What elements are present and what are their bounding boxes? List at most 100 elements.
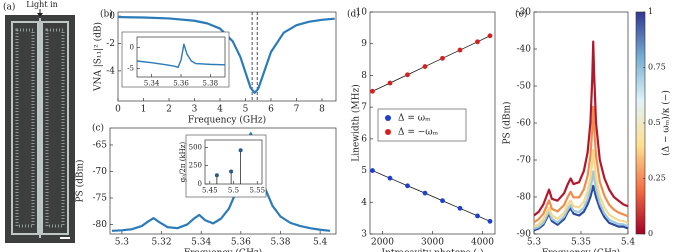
data-line	[136, 43, 226, 69]
x-tick-label: 3000	[421, 238, 444, 248]
plot-frame	[117, 11, 337, 102]
data-line	[111, 132, 331, 232]
y-tick-label: 5	[361, 166, 367, 176]
y-tick-label: 500	[189, 143, 202, 151]
x-tick-label: 5.38	[270, 238, 290, 248]
data-point	[370, 88, 375, 94]
y-tick-label: -75	[93, 193, 108, 203]
panel-label: (a)	[3, 2, 15, 13]
y-tick-label: 10	[356, 8, 368, 18]
x-tick-label: 5.5	[228, 186, 239, 194]
data-point	[422, 190, 428, 196]
x-tick-label: 3	[192, 105, 198, 115]
data-point	[457, 205, 463, 211]
x-tick-label: 5.55	[249, 186, 265, 194]
legend-marker	[385, 115, 391, 121]
data-point	[487, 33, 493, 39]
y-tick-label: -50	[517, 82, 532, 92]
y-axis-label: VNA |S₁₁|² (dB)	[93, 22, 104, 92]
x-tick-label: 5.34	[191, 238, 211, 248]
x-tick-label: 5.34	[144, 79, 160, 87]
data-point	[387, 175, 393, 181]
stem-head	[229, 169, 234, 174]
x-tick-label: 6	[268, 105, 274, 115]
panel-label: (e)	[515, 9, 527, 20]
data-line	[533, 40, 629, 217]
x-tick-label: 7	[294, 105, 300, 115]
x-axis-label: Intracavity photons (-)	[382, 247, 484, 252]
x-tick-label: 5.35	[571, 238, 591, 248]
x-tick-label: 8	[319, 105, 325, 115]
data-line	[117, 15, 335, 94]
colorbar-tick-label: 0.75	[648, 63, 666, 72]
y-tick-label: 7	[361, 103, 367, 113]
x-tick-label: 5.4	[621, 238, 636, 248]
colorbar-tick-label: 1	[648, 7, 653, 16]
y-tick-label: 0	[198, 180, 202, 188]
inset-background	[185, 134, 267, 198]
arrow-head	[37, 13, 43, 17]
comb-fingers-left	[15, 28, 35, 228]
y-axis-label: PS (dBm)	[75, 159, 86, 202]
comb-right	[41, 21, 69, 235]
light-in-label: Light in	[26, 0, 58, 9]
device-image: (a) Light in	[3, 0, 75, 243]
y-tick-label: -4	[106, 66, 115, 76]
legend-label: Δ = −ωₘ	[398, 128, 439, 138]
y-tick-label: -70	[517, 156, 532, 166]
data-point	[440, 198, 445, 204]
panel-label: (b)	[100, 9, 113, 20]
y-tick-label: -40	[517, 45, 532, 55]
y-tick-label: -2	[106, 39, 115, 49]
y-tick-label: 250	[189, 162, 202, 170]
stem-head	[238, 148, 243, 153]
x-tick-label: 5	[243, 105, 249, 115]
panel-label: (d)	[347, 9, 360, 20]
y-tick-label: 6	[361, 134, 367, 144]
data-point	[370, 168, 375, 173]
x-tick-label: 5.32	[152, 238, 172, 248]
x-tick-label: 5.3	[527, 238, 542, 248]
x-tick-label: 5.36	[231, 238, 251, 248]
fit-line	[372, 35, 491, 92]
fit-line	[372, 170, 491, 222]
data-point	[422, 64, 428, 69]
x-tick-label: 1	[141, 105, 147, 115]
legend-marker	[385, 129, 391, 135]
legend-label: Δ = ωₘ	[398, 114, 431, 124]
data-point	[387, 80, 393, 86]
y-tick-label: -30	[517, 8, 532, 18]
data-point	[475, 213, 480, 219]
data-point	[405, 72, 410, 78]
y-tick-label: 0	[130, 44, 134, 52]
x-tick-label: 5.36	[173, 79, 189, 87]
y-tick-label: -60	[517, 119, 532, 129]
y-tick-label: 3	[361, 230, 367, 240]
x-tick-label: 5.4	[313, 238, 328, 248]
data-line	[533, 170, 629, 230]
data-point	[475, 39, 480, 45]
x-axis-label: Frequency (GHz)	[188, 114, 266, 125]
comb-left	[11, 21, 39, 235]
x-tick-label: 2	[166, 105, 172, 115]
y-tick-label: -80	[517, 193, 532, 203]
x-tick-label: 5.45	[202, 186, 218, 194]
x-axis-label: Frequency (GHz)	[542, 247, 620, 252]
x-tick-label: 5.3	[115, 238, 130, 248]
y-tick-label: 4	[361, 198, 367, 208]
y-tick-label: 9	[361, 39, 367, 49]
plot-frame	[109, 127, 337, 235]
x-tick-label: 5.38	[203, 79, 219, 87]
stem-head	[214, 173, 219, 178]
y-axis-label: g₀/2π (kHz)	[179, 142, 187, 183]
y-tick-label: -5	[127, 65, 134, 73]
y-tick-label: 0	[109, 12, 115, 22]
data-line	[533, 105, 629, 224]
data-point	[487, 218, 493, 224]
colorbar-tick-label: 0.25	[648, 174, 666, 183]
panel-label: (c)	[92, 123, 104, 134]
colorbar-tick-label: 0	[648, 229, 653, 238]
legend-box	[377, 108, 467, 142]
data-point	[405, 183, 410, 189]
